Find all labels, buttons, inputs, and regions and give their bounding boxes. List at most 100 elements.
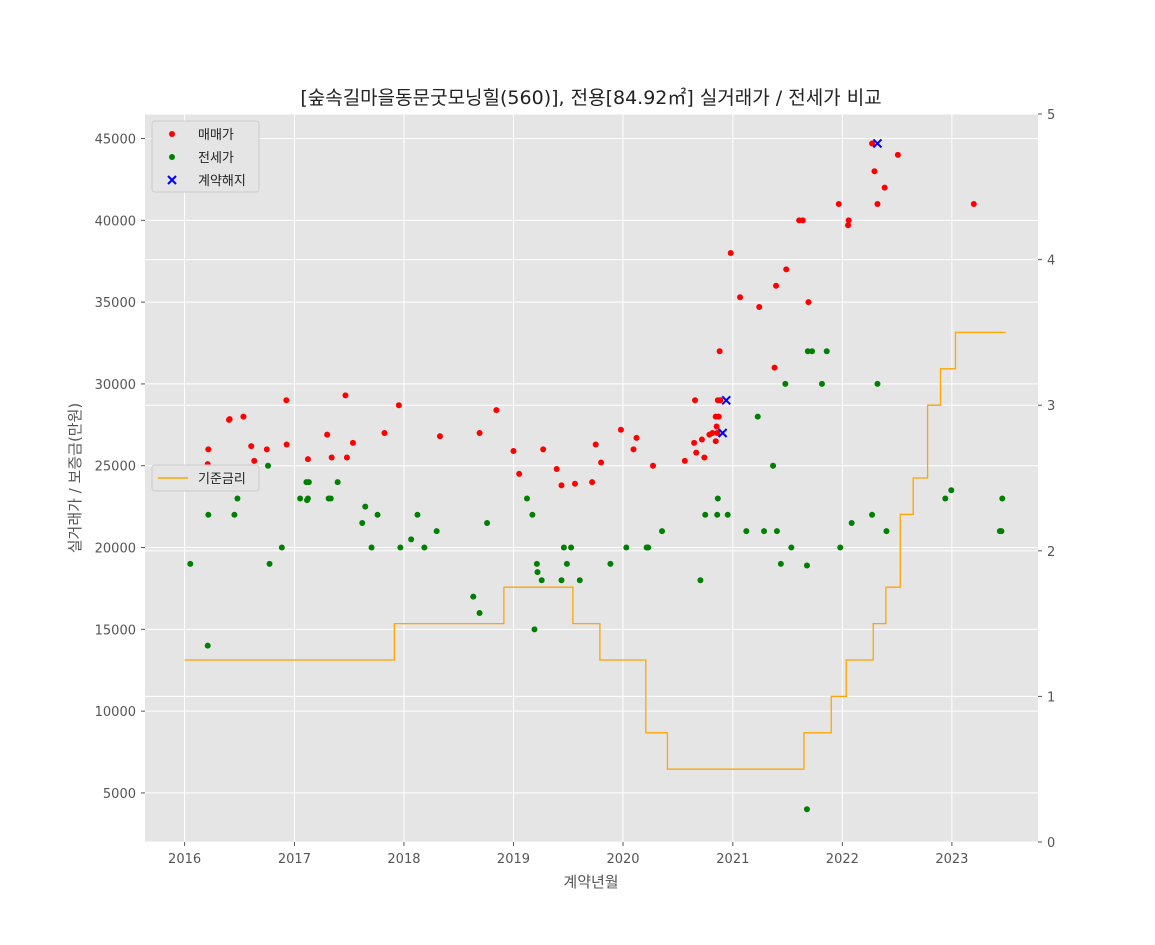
jeonse-point — [523, 495, 530, 502]
jeonse-point — [205, 511, 212, 518]
sale-point — [693, 449, 700, 456]
sale-point — [713, 423, 720, 430]
jeonse-point — [484, 519, 491, 526]
jeonse-point — [414, 511, 421, 518]
jeonse-point — [397, 544, 404, 551]
jeonse-point — [645, 544, 652, 551]
jeonse-point — [697, 577, 704, 584]
jeonse-point — [359, 519, 366, 526]
jeonse-point — [607, 560, 614, 567]
sale-point — [692, 397, 699, 404]
jeonse-point — [231, 511, 238, 518]
y-tick-label: 40000 — [95, 214, 136, 229]
sale-point — [630, 446, 637, 453]
y-tick-label: 25000 — [95, 460, 136, 475]
sale-point — [698, 436, 705, 443]
legend-label-sale: 매매가 — [198, 128, 234, 143]
y-axis-right: 0 1 2 3 4 5 — [1038, 108, 1055, 851]
sale-point — [558, 482, 565, 489]
sale-point — [845, 217, 852, 224]
y2-tick-label: 3 — [1047, 399, 1055, 414]
sale-point — [773, 282, 780, 289]
jeonse-point — [883, 528, 890, 535]
y-tick-label: 45000 — [95, 133, 136, 148]
jeonse-point — [948, 487, 955, 494]
sale-point — [240, 413, 247, 420]
jeonse-point — [368, 544, 375, 551]
jeonse-point — [327, 495, 334, 502]
x-tick-label: 2020 — [606, 852, 639, 867]
sale-point — [283, 397, 290, 404]
sale-point — [342, 392, 349, 399]
jeonse-point — [560, 544, 567, 551]
legend-box — [151, 464, 260, 492]
y-tick-label: 35000 — [95, 296, 136, 311]
y-tick-label: 5000 — [103, 787, 136, 802]
jeonse-point — [998, 528, 1005, 535]
jeonse-point — [265, 462, 272, 469]
jeonse-point — [470, 593, 477, 600]
jeonse-point — [823, 348, 830, 355]
y-tick-label: 20000 — [95, 542, 136, 557]
x-tick-label: 2022 — [826, 852, 859, 867]
sale-point — [589, 479, 596, 486]
jeonse-point — [803, 562, 810, 569]
jeonse-point — [334, 479, 341, 486]
chart-title: [숲속길마을동문굿모닝힐(560)], 전용[84.92㎡] 실거래가 / 전세… — [300, 86, 881, 109]
jeonse-point — [297, 495, 304, 502]
jeonse-point — [204, 642, 211, 649]
jeonse-point — [777, 560, 784, 567]
sale-point — [845, 222, 852, 229]
jeonse-point — [538, 577, 545, 584]
legend-scatter: 매매가 전세가 계약해지 — [151, 120, 260, 193]
y2-tick-label: 0 — [1047, 836, 1055, 851]
sale-point — [799, 217, 806, 224]
sale-point — [540, 446, 547, 453]
sale-point — [727, 250, 734, 257]
y2-tick-label: 1 — [1047, 690, 1055, 705]
jeonse-point — [724, 511, 731, 518]
jeonse-point — [761, 528, 768, 535]
sale-point — [835, 200, 842, 207]
sale-point — [571, 480, 578, 487]
sale-point — [756, 304, 763, 311]
sale-point — [516, 470, 523, 477]
sale-point — [771, 364, 778, 371]
jeonse-point — [568, 544, 575, 551]
rate-line — [184, 331, 1006, 770]
sale-point — [248, 443, 255, 450]
jeonse-point — [773, 528, 780, 535]
sale-point — [737, 294, 744, 301]
sale-point — [283, 441, 290, 448]
sale-point — [681, 457, 688, 464]
y-tick-label: 30000 — [95, 378, 136, 393]
x-tick-label: 2019 — [497, 852, 530, 867]
jeonse-point — [837, 544, 844, 551]
jeonse-point — [433, 528, 440, 535]
jeonse-point — [234, 495, 241, 502]
jeonse-point — [782, 380, 789, 387]
x-tick-label: 2017 — [278, 852, 311, 867]
jeonse-point — [558, 577, 565, 584]
cancel-point — [717, 428, 728, 438]
jeonse-point — [809, 348, 816, 355]
jeonse-point — [576, 577, 583, 584]
sale-point — [205, 446, 212, 453]
legend-rate: 기준금리 — [151, 464, 260, 492]
sale-point — [328, 454, 335, 461]
sale-point — [304, 456, 311, 463]
legend-box — [151, 120, 260, 193]
y-tick-label: 15000 — [95, 623, 136, 638]
grid — [145, 113, 1038, 843]
legend-label-jeonse: 전세가 — [198, 151, 234, 166]
jeonse-point — [743, 528, 750, 535]
jeonse-point — [362, 503, 369, 510]
rate-line-layer — [184, 331, 1006, 770]
jeonse-point — [702, 511, 709, 518]
y-axis-title: 실거래가 / 보증금(만원) — [66, 403, 84, 554]
sale-point — [894, 151, 901, 158]
sale-point — [349, 439, 356, 446]
x-axis: 2016 2017 2018 2019 2020 2021 2022 2023 — [168, 842, 968, 867]
jeonse-point — [534, 569, 541, 576]
sale-point — [714, 430, 721, 437]
